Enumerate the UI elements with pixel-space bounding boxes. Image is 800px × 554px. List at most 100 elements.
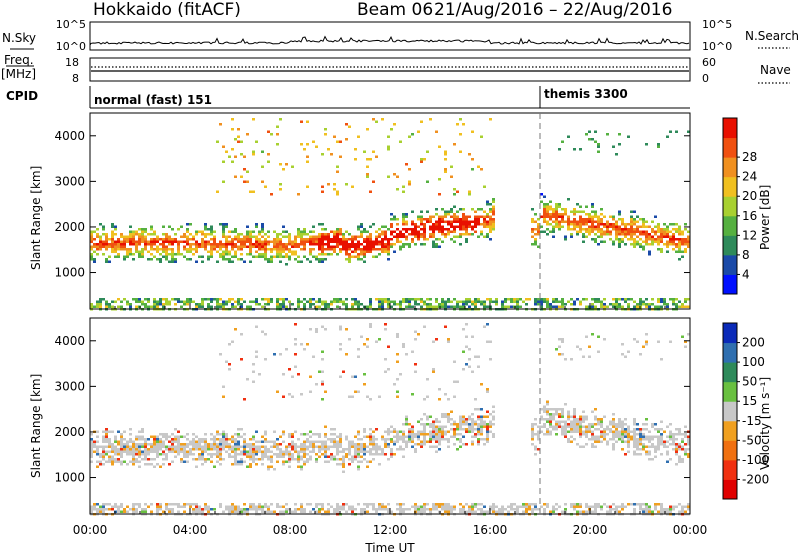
heatmap-cell <box>321 370 324 373</box>
heatmap-cell <box>450 505 453 508</box>
heatmap-cell <box>306 258 309 261</box>
heatmap-cell <box>153 240 156 243</box>
heatmap-cell <box>258 255 261 258</box>
heatmap-cell <box>105 238 108 241</box>
heatmap-cell <box>339 445 342 448</box>
heatmap-cell <box>507 510 510 513</box>
heatmap-cell <box>603 225 606 228</box>
heatmap-cell <box>144 508 147 511</box>
heatmap-cell <box>441 505 444 508</box>
heatmap-cell <box>411 305 414 308</box>
heatmap-cell <box>132 455 135 458</box>
heatmap-cell <box>687 455 690 458</box>
heatmap-cell <box>141 508 144 511</box>
heatmap-cell <box>483 420 486 423</box>
heatmap-cell <box>429 430 432 433</box>
heatmap-cell <box>603 503 606 506</box>
heatmap-cell <box>390 223 393 226</box>
heatmap-cell <box>210 228 213 231</box>
heatmap-cell <box>234 250 237 253</box>
heatmap-cell <box>105 438 108 441</box>
heatmap-cell <box>435 130 438 133</box>
heatmap-cell <box>90 505 93 508</box>
heatmap-cell <box>564 403 567 406</box>
heatmap-cell <box>525 303 528 306</box>
heatmap-cell <box>186 455 189 458</box>
heatmap-cell <box>459 243 462 246</box>
heatmap-cell <box>372 440 375 443</box>
heatmap-cell <box>441 228 444 231</box>
heatmap-cell <box>534 300 537 303</box>
heatmap-cell <box>324 238 327 241</box>
heatmap-cell <box>255 440 258 443</box>
heatmap-cell <box>195 443 198 446</box>
heatmap-cell <box>342 245 345 248</box>
heatmap-cell <box>276 143 279 146</box>
heatmap-cell <box>423 433 426 436</box>
heatmap-cell <box>597 235 600 238</box>
heatmap-cell <box>210 253 213 256</box>
heatmap-cell <box>261 458 264 461</box>
heatmap-cell <box>300 445 303 448</box>
heatmap-cell <box>156 463 159 466</box>
heatmap-cell <box>288 445 291 448</box>
heatmap-cell <box>165 255 168 258</box>
heatmap-cell <box>186 438 189 441</box>
heatmap-cell <box>276 133 279 136</box>
heatmap-cell <box>255 245 258 248</box>
heatmap-cell <box>156 508 159 511</box>
heatmap-cell <box>105 240 108 243</box>
heatmap-cell <box>204 228 207 231</box>
heatmap-cell <box>114 250 117 253</box>
heatmap-cell <box>618 423 621 426</box>
heatmap-cell <box>165 503 168 506</box>
heatmap-cell <box>312 448 315 451</box>
heatmap-cell <box>492 510 495 513</box>
heatmap-cell <box>465 423 468 426</box>
heatmap-cell <box>261 463 264 466</box>
heatmap-cell <box>192 243 195 246</box>
heatmap-cell <box>561 298 564 301</box>
heatmap-cell <box>474 398 477 401</box>
heatmap-cell <box>552 230 555 233</box>
heatmap-cell <box>303 305 306 308</box>
heatmap-cell <box>603 438 606 441</box>
heatmap-cell <box>648 445 651 448</box>
heatmap-cell <box>456 123 459 126</box>
heatmap-cell <box>405 353 408 356</box>
heatmap-cell <box>126 448 129 451</box>
heatmap-cell <box>558 148 561 151</box>
heatmap-cell <box>243 460 246 463</box>
heatmap-cell <box>468 428 471 431</box>
heatmap-cell <box>465 323 468 326</box>
heatmap-cell <box>576 223 579 226</box>
heatmap-cell <box>255 303 258 306</box>
heatmap-cell <box>402 435 405 438</box>
heatmap-cell <box>210 250 213 253</box>
heatmap-cell <box>276 505 279 508</box>
heatmap-cell <box>234 453 237 456</box>
heatmap-cell <box>333 510 336 513</box>
heatmap-cell <box>468 348 471 351</box>
heatmap-cell <box>144 440 147 443</box>
heatmap-cell <box>264 433 267 436</box>
heatmap-cell <box>423 225 426 228</box>
heatmap-cell <box>309 253 312 256</box>
heatmap-cell <box>375 238 378 241</box>
heatmap-cell <box>483 415 486 418</box>
colorbar-swatch <box>723 137 737 158</box>
heatmap-cell <box>537 245 540 248</box>
heatmap-cell <box>591 510 594 513</box>
heatmap-cell <box>336 240 339 243</box>
heatmap-cell <box>591 203 594 206</box>
heatmap-cell <box>459 225 462 228</box>
heatmap-cell <box>336 458 339 461</box>
heatmap-cell <box>372 505 375 508</box>
heatmap-cell <box>375 445 378 448</box>
heatmap-cell <box>453 420 456 423</box>
heatmap-cell <box>306 233 309 236</box>
heatmap-cell <box>288 255 291 258</box>
heatmap-cell <box>249 458 252 461</box>
heatmap-cell <box>321 153 324 156</box>
heatmap-cell <box>234 510 237 513</box>
